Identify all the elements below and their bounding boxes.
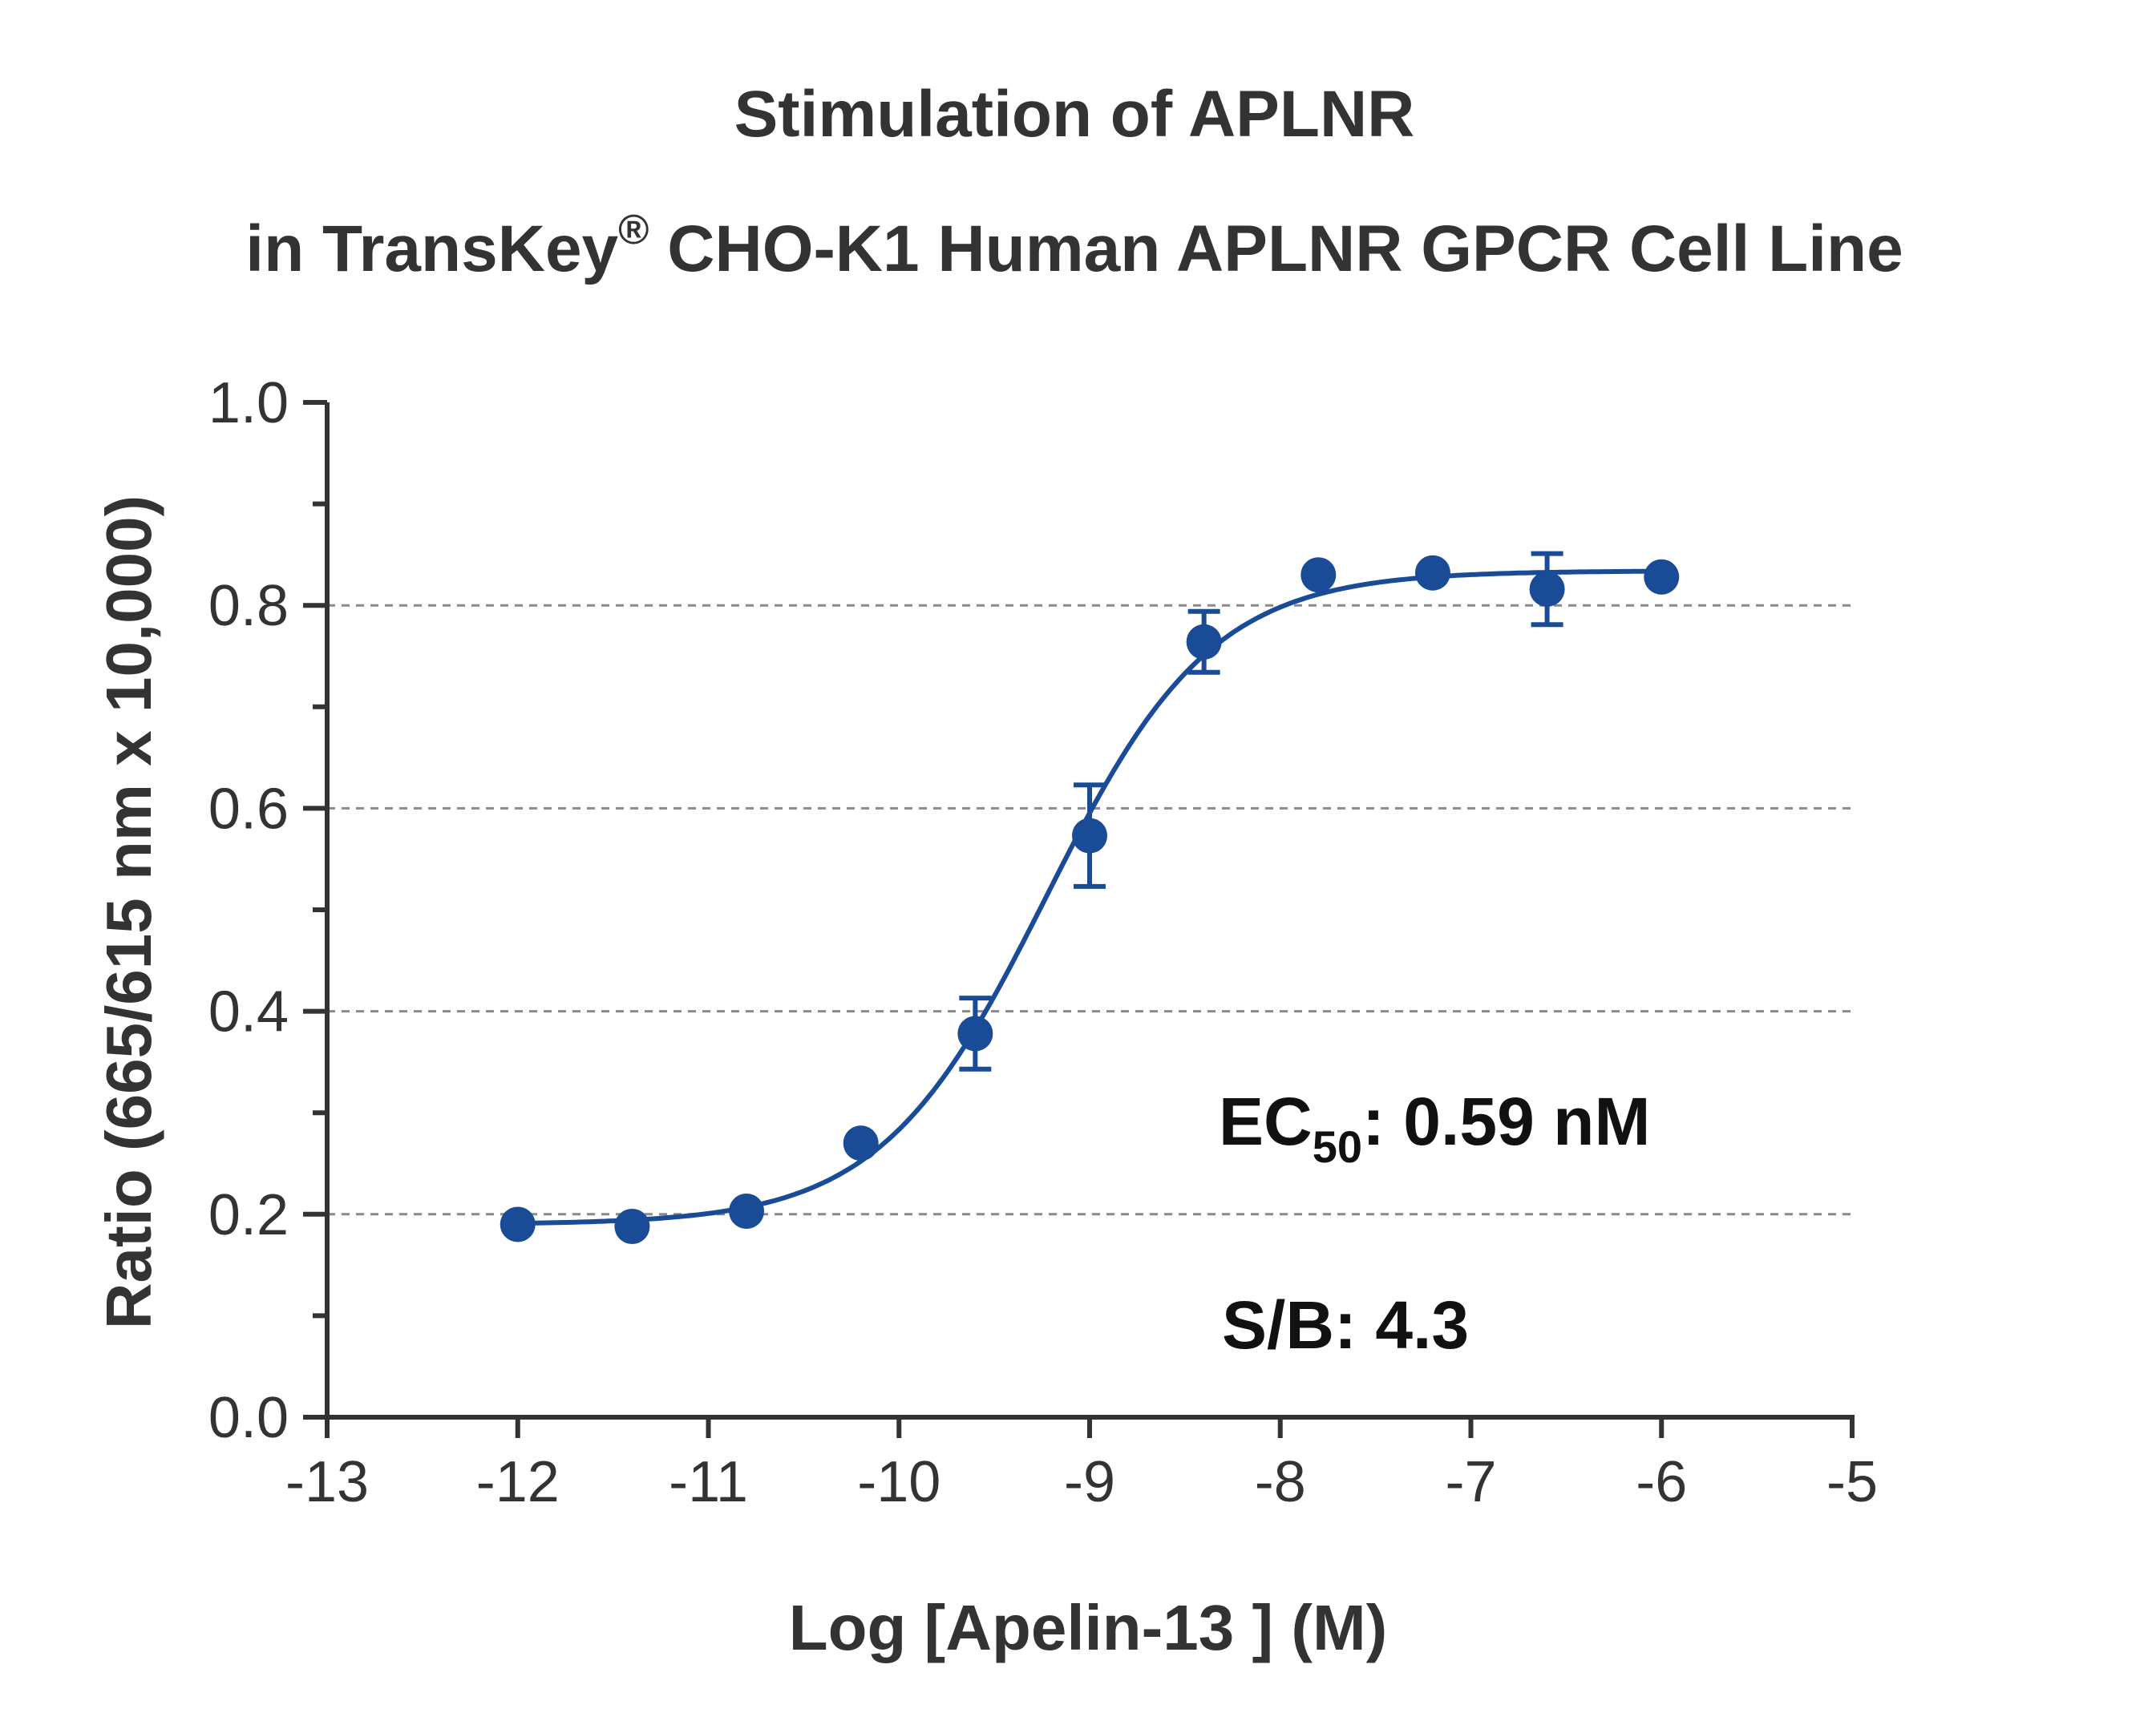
data-point [1529,571,1565,607]
error-bars [959,551,1563,1072]
x-tick-label: -13 [285,1450,369,1514]
x-axis-ticks: -13 -12 -11 -10 -9 -8 -7 -6 -5 [285,1417,1878,1514]
y-tick-label: 0.4 [208,980,289,1044]
chart-title-line1: Stimulation of APLNR [734,78,1415,151]
ec50-prefix: EC [1219,1084,1313,1159]
title-line2-suffix: CHO-K1 Human APLNR GPCR Cell Line [649,212,1903,285]
data-point [1300,557,1337,593]
data-point [843,1125,879,1161]
data-points [500,555,1680,1244]
x-tick-label: -9 [1064,1450,1115,1514]
y-tick-label: 0.0 [208,1386,289,1450]
y-tick-label: 1.0 [208,371,289,435]
x-tick-label: -8 [1255,1450,1306,1514]
x-tick-label: -7 [1445,1450,1496,1514]
data-point [1186,624,1222,660]
x-tick-label: -6 [1636,1450,1687,1514]
x-tick-label: -5 [1826,1450,1878,1514]
sb-annotation: S/B: 4.3 [1222,1287,1469,1363]
x-axis-label: Log [Apelin-13 ] (M) [789,1592,1388,1663]
x-tick-label: -11 [669,1450,748,1514]
x-tick-label: -10 [857,1450,940,1514]
ec50-subscript: 50 [1313,1121,1362,1172]
y-tick-label: 0.2 [208,1183,289,1247]
data-point [500,1206,536,1242]
grid-lines [327,604,1852,1216]
y-axis-ticks: 0.0 0.2 0.4 0.6 0.8 1.0 [208,371,327,1450]
data-point [614,1208,650,1244]
data-point [1072,818,1107,854]
ec50-suffix: : 0.59 nM [1362,1084,1650,1159]
data-point [729,1194,765,1230]
axes [325,402,1855,1420]
y-tick-label: 0.6 [208,777,289,841]
data-point [1644,559,1680,595]
title-line2-prefix: in TransKey [245,212,618,285]
ec50-annotation: EC50: 0.59 nM [1219,1084,1650,1172]
data-point [1414,555,1450,591]
registered-mark: ® [618,207,649,253]
y-tick-label: 0.8 [208,574,289,638]
x-tick-label: -12 [476,1450,560,1514]
data-point [957,1016,993,1052]
chart-title-line2: in TransKey® CHO-K1 Human APLNR GPCR Cel… [245,207,1903,285]
y-axis-label: Ratio (665/615 nm x 10,000) [93,495,164,1330]
